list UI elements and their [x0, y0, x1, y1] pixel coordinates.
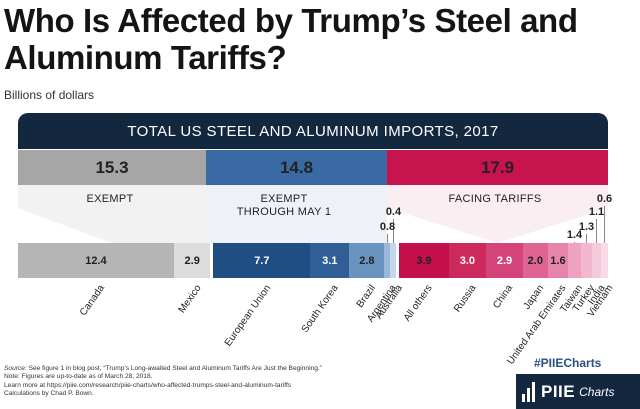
logo-name: PIIE	[541, 381, 576, 401]
value-label-canada: 12.4	[85, 254, 107, 267]
bar-european-union: 7.7	[213, 243, 311, 278]
group-total-exempt-through-may: 14.8	[206, 150, 387, 185]
bar-turkey	[581, 243, 592, 278]
bar-brazil: 2.8	[349, 243, 385, 278]
value-label-argentina: 0.8	[379, 221, 396, 233]
bar-mexico: 2.9	[173, 243, 211, 278]
value-label-united-arab-emirates: 1.6	[550, 254, 566, 267]
value-label-south-korea: 3.1	[322, 254, 338, 267]
learn-more-text: Learn more at https://piie.com/research/…	[4, 381, 292, 389]
value-label-australia: 0.4	[385, 206, 402, 218]
bar-united-arab-emirates: 1.6	[547, 243, 568, 278]
value-label-taiwan: 1.4	[566, 229, 583, 241]
value-label-india: 1.1	[588, 206, 605, 218]
group-total-exempt: 15.3	[18, 150, 206, 185]
bar-china: 2.9	[486, 243, 523, 278]
bar-vietnam	[601, 243, 608, 278]
bar-canada: 12.4	[18, 243, 174, 278]
value-label-japan: 2.0	[527, 254, 543, 267]
group-label-exempt: EXEMPT	[86, 193, 134, 205]
funnel-facing-tariffs	[387, 185, 608, 243]
bar-taiwan	[568, 243, 581, 278]
bar-russia: 3.0	[448, 243, 487, 278]
value-label-china: 2.9	[496, 254, 513, 267]
logo-sub: Charts	[579, 384, 615, 399]
bar-argentina	[384, 243, 391, 278]
value-label-all-others: 3.9	[416, 254, 432, 267]
funnel-exempt	[18, 185, 206, 243]
hashtag: #PIIECharts	[534, 356, 602, 370]
calculations-text: Calculations by Chad P. Bown.	[4, 390, 94, 398]
bar-japan: 2.0	[522, 243, 548, 278]
bar-all-others: 3.9	[399, 243, 449, 278]
group-total-facing-tariffs: 17.9	[387, 150, 608, 185]
note-text: Note: Figures are up-to-date as of March…	[4, 373, 153, 381]
source-text: See figure 1 in blog post, “Trump’s Long…	[28, 365, 322, 372]
value-label-turkey: 1.3	[578, 221, 595, 233]
piie-logo: PIIE Charts	[516, 374, 640, 409]
value-label-mexico: 2.9	[184, 254, 200, 267]
source-label: Source:	[4, 365, 27, 372]
footer-notes: Source: See figure 1 in blog post, “Trum…	[4, 365, 504, 399]
total-imports-banner: TOTAL US STEEL AND ALUMINUM IMPORTS, 201…	[18, 113, 608, 149]
logo-bars-icon	[522, 381, 535, 402]
value-label-european-union: 7.7	[254, 254, 270, 267]
value-label-russia: 3.0	[459, 254, 476, 267]
chart-unit-label: Billions of dollars	[4, 88, 95, 102]
value-label-vietnam: 0.6	[596, 193, 613, 205]
funnel-exempt-through-may	[206, 185, 387, 243]
group-label-facing-tariffs: FACING TARIFFS	[448, 193, 542, 205]
bar-india	[592, 243, 601, 278]
bar-australia	[390, 243, 397, 278]
group-label-exempt-through-may: EXEMPT THROUGH MAY 1	[236, 193, 332, 218]
value-label-brazil: 2.8	[359, 254, 375, 267]
bar-south-korea: 3.1	[310, 243, 350, 278]
chart-title: Who Is Affected by Trump’s Steel and Alu…	[4, 2, 578, 76]
